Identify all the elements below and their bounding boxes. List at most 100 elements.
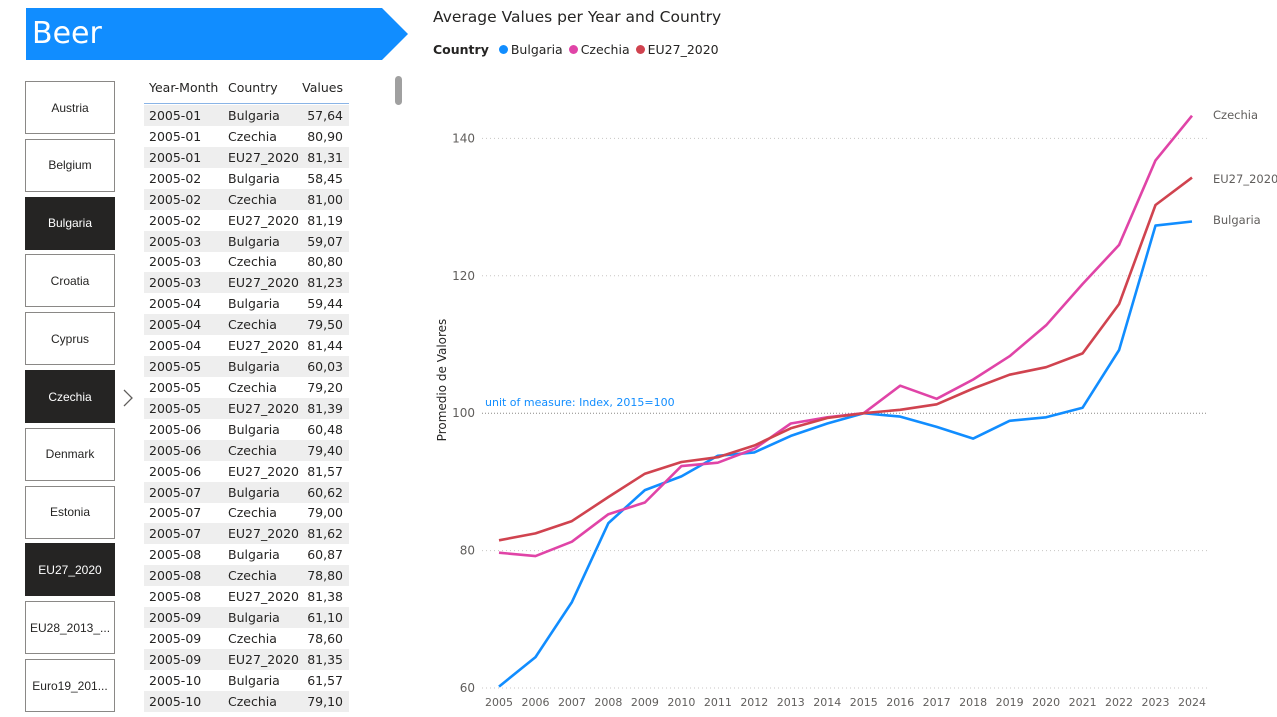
cell-value: 60,62 xyxy=(307,484,343,500)
cell-year-month: 2005-02 xyxy=(149,191,202,207)
series-end-label: EU27_2020 xyxy=(1213,172,1277,186)
cell-year-month: 2005-09 xyxy=(149,651,202,667)
table-row[interactable]: 2005-06 Czechia 79,40 xyxy=(144,439,349,461)
table-row[interactable]: 2005-07 EU27_2020 81,62 xyxy=(144,523,349,545)
slicer-item-denmark[interactable]: Denmark xyxy=(25,427,115,481)
cell-value: 60,48 xyxy=(307,421,343,437)
cell-year-month: 2005-10 xyxy=(149,672,202,688)
cell-country: EU27_2020 xyxy=(228,149,300,165)
slicer-item-estonia[interactable]: Estonia xyxy=(25,485,115,539)
cell-value: 60,03 xyxy=(307,359,343,375)
table-row[interactable]: 2005-03 Bulgaria 59,07 xyxy=(144,230,349,252)
cell-value: 59,44 xyxy=(307,296,343,312)
legend-item[interactable]: EU27_2020 xyxy=(635,42,719,57)
table-row[interactable]: 2005-04 EU27_2020 81,44 xyxy=(144,335,349,356)
slicer-item-eu28-2013[interactable]: EU28_2013_... xyxy=(25,601,115,655)
x-tick-label: 2022 xyxy=(1105,696,1133,709)
x-tick-label: 2021 xyxy=(1069,696,1097,709)
cell-value: 81,23 xyxy=(307,275,343,291)
page-banner: Beer xyxy=(26,8,408,60)
cell-country: Bulgaria xyxy=(228,170,280,186)
cell-year-month: 2005-03 xyxy=(149,233,202,249)
cell-value: 81,39 xyxy=(307,400,343,416)
cell-value: 79,50 xyxy=(307,317,343,333)
table-row[interactable]: 2005-08 EU27_2020 81,38 xyxy=(144,586,349,607)
cell-year-month: 2005-01 xyxy=(149,128,202,144)
legend-item[interactable]: Czechia xyxy=(568,42,630,57)
cell-value: 61,57 xyxy=(307,672,343,688)
x-tick-label: 2010 xyxy=(667,696,695,709)
table-row[interactable]: 2005-02 Czechia 81,00 xyxy=(144,188,349,210)
x-tick-label: 2018 xyxy=(959,696,987,709)
cell-value: 80,80 xyxy=(307,254,343,270)
table-row[interactable]: 2005-02 EU27_2020 81,19 xyxy=(144,210,349,231)
cell-year-month: 2005-04 xyxy=(149,338,202,354)
series-end-label: Czechia xyxy=(1213,108,1258,122)
slicer-item-austria[interactable]: Austria xyxy=(25,81,115,134)
cell-country: Czechia xyxy=(228,693,277,709)
cell-country: Bulgaria xyxy=(228,672,280,688)
legend-item[interactable]: Bulgaria xyxy=(498,42,563,57)
table-row[interactable]: 2005-10 Czechia 79,10 xyxy=(144,690,349,712)
table-row[interactable]: 2005-03 Czechia 80,80 xyxy=(144,251,349,272)
cell-value: 79,40 xyxy=(307,442,343,458)
table-row[interactable]: 2005-05 Czechia 79,20 xyxy=(144,377,349,398)
table-row[interactable]: 2005-09 Czechia 78,60 xyxy=(144,628,349,649)
table-row[interactable]: 2005-01 Bulgaria 57,64 xyxy=(144,105,349,126)
cell-country: Bulgaria xyxy=(228,421,280,437)
table-row[interactable]: 2005-02 Bulgaria 58,45 xyxy=(144,168,349,189)
table-row[interactable]: 2005-01 EU27_2020 81,31 xyxy=(144,146,349,168)
cell-country: EU27_2020 xyxy=(228,589,300,605)
chevron-right-icon xyxy=(123,389,133,407)
column-header-year-month[interactable]: Year-Month xyxy=(149,80,219,95)
y-tick-label: 100 xyxy=(452,406,475,420)
column-header-country[interactable]: Country xyxy=(228,80,278,95)
cell-value: 57,64 xyxy=(307,108,343,123)
slicer-item-cyprus[interactable]: Cyprus xyxy=(25,312,115,366)
slicer-item-eu27-2020[interactable]: EU27_2020 xyxy=(25,543,115,597)
table-row[interactable]: 2005-08 Bulgaria 60,87 xyxy=(144,544,349,565)
table-row[interactable]: 2005-06 Bulgaria 60,48 xyxy=(144,419,349,440)
banner-shape xyxy=(26,8,408,60)
cell-country: Bulgaria xyxy=(228,610,280,626)
table-row[interactable]: 2005-07 Bulgaria 60,62 xyxy=(144,481,349,503)
table-row[interactable]: 2005-05 EU27_2020 81,39 xyxy=(144,397,349,419)
cell-year-month: 2005-04 xyxy=(149,317,202,333)
cell-value: 79,20 xyxy=(307,379,343,395)
x-tick-label: 2020 xyxy=(1032,696,1060,709)
cell-country: Czechia xyxy=(228,442,277,458)
table-row[interactable]: 2005-09 EU27_2020 81,35 xyxy=(144,648,349,670)
slicer-item-croatia[interactable]: Croatia xyxy=(25,254,115,308)
cell-country: Bulgaria xyxy=(228,359,280,375)
slicer-item-czechia[interactable]: Czechia xyxy=(25,370,115,423)
table-row[interactable]: 2005-04 Czechia 79,50 xyxy=(144,314,349,336)
cell-value: 81,57 xyxy=(307,463,343,479)
table-row[interactable]: 2005-07 Czechia 79,00 xyxy=(144,502,349,523)
cell-value: 81,35 xyxy=(307,651,343,667)
cell-value: 81,44 xyxy=(307,338,343,354)
legend-dot-icon xyxy=(635,44,645,54)
slicer-item-euro19-201[interactable]: Euro19_201... xyxy=(25,659,115,712)
cell-country: EU27_2020 xyxy=(228,463,300,479)
table-row[interactable]: 2005-09 Bulgaria 61,10 xyxy=(144,607,349,629)
table-row[interactable]: 2005-10 Bulgaria 61,57 xyxy=(144,670,349,691)
table-scrollbar[interactable] xyxy=(395,76,402,105)
slicer-item-belgium[interactable]: Belgium xyxy=(25,138,115,192)
table-row[interactable]: 2005-08 Czechia 78,80 xyxy=(144,565,349,587)
table-row[interactable]: 2005-06 EU27_2020 81,57 xyxy=(144,461,349,482)
cell-country: EU27_2020 xyxy=(228,212,300,228)
table-row[interactable]: 2005-05 Bulgaria 60,03 xyxy=(144,356,349,378)
column-header-values[interactable]: Values xyxy=(302,80,343,95)
reference-line-label: unit of measure: Index, 2015=100 xyxy=(485,396,675,409)
x-tick-label: 2014 xyxy=(813,696,841,709)
x-tick-label: 2005 xyxy=(485,696,513,709)
table-row[interactable]: 2005-03 EU27_2020 81,23 xyxy=(144,272,349,294)
slicer-item-bulgaria[interactable]: Bulgaria xyxy=(25,196,115,250)
y-tick-label: 80 xyxy=(460,544,475,558)
table-row[interactable]: 2005-01 Czechia 80,90 xyxy=(144,126,349,147)
x-tick-label: 2007 xyxy=(558,696,586,709)
table-row[interactable]: 2005-04 Bulgaria 59,44 xyxy=(144,293,349,314)
cell-value: 81,31 xyxy=(307,149,343,165)
cell-year-month: 2005-07 xyxy=(149,526,202,542)
